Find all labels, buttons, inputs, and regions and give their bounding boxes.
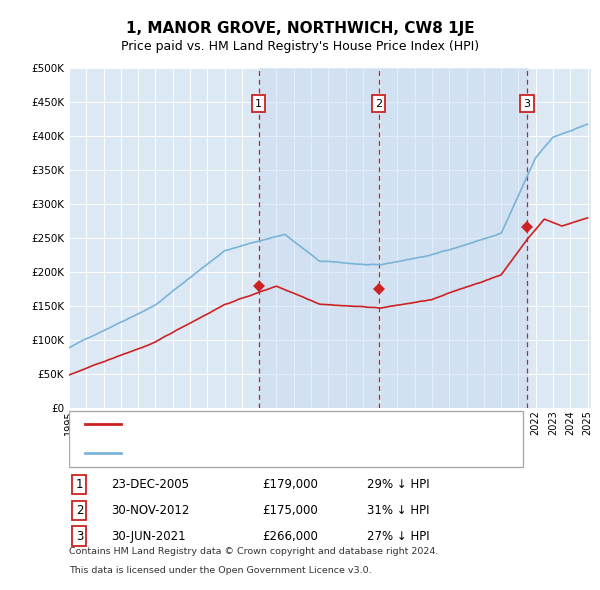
Text: 1, MANOR GROVE, NORTHWICH, CW8 1JE (detached house): 1, MANOR GROVE, NORTHWICH, CW8 1JE (deta… [131,419,463,430]
Text: 1, MANOR GROVE, NORTHWICH, CW8 1JE: 1, MANOR GROVE, NORTHWICH, CW8 1JE [125,21,475,35]
Text: 23-DEC-2005: 23-DEC-2005 [111,478,189,491]
Text: 2: 2 [375,99,382,109]
Text: Price paid vs. HM Land Registry's House Price Index (HPI): Price paid vs. HM Land Registry's House … [121,40,479,53]
Text: 1: 1 [76,478,83,491]
Text: £175,000: £175,000 [262,504,318,517]
Text: 3: 3 [76,530,83,543]
Text: 2: 2 [76,504,83,517]
FancyBboxPatch shape [69,411,523,467]
Text: HPI: Average price, detached house, Cheshire West and Chester: HPI: Average price, detached house, Ches… [131,448,490,458]
Text: 27% ↓ HPI: 27% ↓ HPI [367,530,429,543]
Bar [259,68,527,408]
Text: This data is licensed under the Open Government Licence v3.0.: This data is licensed under the Open Gov… [69,566,371,575]
Text: £179,000: £179,000 [262,478,318,491]
Text: 31% ↓ HPI: 31% ↓ HPI [367,504,429,517]
Text: 1: 1 [255,99,262,109]
Text: 3: 3 [524,99,530,109]
Text: £266,000: £266,000 [262,530,318,543]
Text: Contains HM Land Registry data © Crown copyright and database right 2024.: Contains HM Land Registry data © Crown c… [69,547,439,556]
Text: 30-JUN-2021: 30-JUN-2021 [111,530,185,543]
Text: 30-NOV-2012: 30-NOV-2012 [111,504,189,517]
Text: 29% ↓ HPI: 29% ↓ HPI [367,478,429,491]
